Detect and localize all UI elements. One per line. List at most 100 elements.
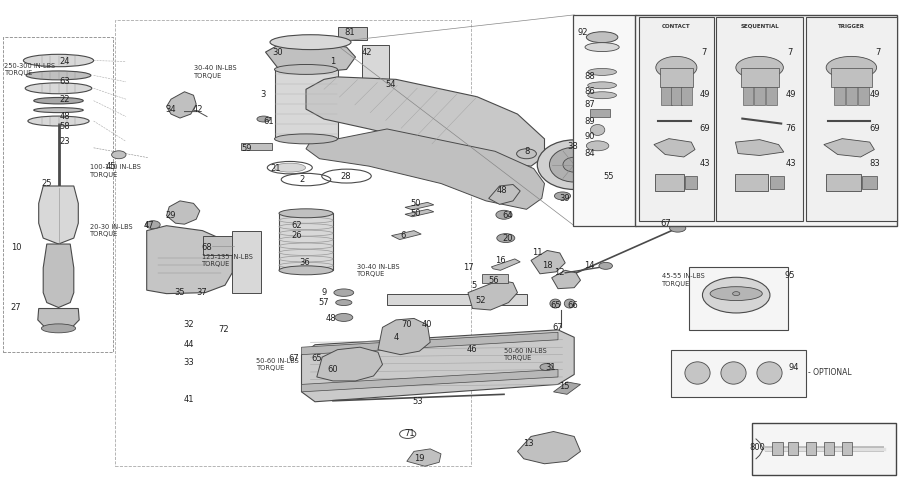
Text: 250-300 IN-LBS
TORQUE: 250-300 IN-LBS TORQUE [4,62,56,76]
Polygon shape [405,202,434,210]
Text: 25: 25 [41,179,52,188]
Polygon shape [392,231,421,240]
Ellipse shape [334,289,354,297]
Text: 72: 72 [218,325,229,334]
Ellipse shape [588,68,617,75]
Text: 34: 34 [166,105,176,114]
Text: 70: 70 [401,320,412,329]
Ellipse shape [23,54,94,66]
Ellipse shape [588,82,617,89]
Text: 10: 10 [11,244,22,252]
FancyBboxPatch shape [752,423,896,475]
Ellipse shape [710,287,762,301]
Text: 2: 2 [300,175,305,184]
Text: 94: 94 [788,363,799,372]
Text: 21: 21 [270,164,281,173]
Polygon shape [302,330,574,402]
FancyBboxPatch shape [573,15,636,226]
Text: 52: 52 [475,296,486,305]
Polygon shape [166,92,196,118]
Ellipse shape [563,157,586,172]
Ellipse shape [826,57,877,79]
FancyBboxPatch shape [688,267,788,330]
FancyBboxPatch shape [279,213,333,270]
Text: 22: 22 [59,95,70,104]
Text: 6: 6 [400,231,406,240]
Polygon shape [39,186,78,244]
Text: 48: 48 [326,314,337,323]
Ellipse shape [26,71,91,80]
FancyBboxPatch shape [274,69,338,139]
Ellipse shape [28,116,89,126]
Text: 13: 13 [523,439,534,448]
Polygon shape [302,370,558,392]
FancyBboxPatch shape [788,442,798,455]
Text: 33: 33 [184,358,194,367]
Text: 88: 88 [584,72,595,81]
Text: 39: 39 [559,194,570,203]
Ellipse shape [274,163,306,172]
Text: 64: 64 [502,211,513,220]
Ellipse shape [585,43,619,52]
Text: 20-30 IN-LBS
TORQUE: 20-30 IN-LBS TORQUE [90,224,132,238]
Text: 76: 76 [786,124,796,133]
Polygon shape [574,146,662,183]
Text: 27: 27 [11,303,22,312]
Ellipse shape [721,362,746,384]
Text: 8: 8 [525,147,530,156]
Ellipse shape [550,299,561,308]
Ellipse shape [41,324,76,333]
FancyBboxPatch shape [639,17,714,221]
Text: 83: 83 [869,159,880,168]
Text: 71: 71 [404,430,415,438]
Polygon shape [405,209,434,217]
Text: 45-55 IN-LBS
TORQUE: 45-55 IN-LBS TORQUE [662,273,704,287]
Polygon shape [491,259,520,270]
FancyBboxPatch shape [661,87,671,105]
Polygon shape [266,42,356,72]
Text: 4: 4 [393,333,399,342]
Polygon shape [468,280,518,310]
Polygon shape [317,347,382,381]
Text: 69: 69 [699,124,710,133]
Text: 50: 50 [410,209,421,218]
Polygon shape [554,382,580,394]
Polygon shape [552,270,581,289]
Text: 16: 16 [495,256,506,265]
Text: 30: 30 [272,48,283,57]
FancyBboxPatch shape [846,87,857,105]
Polygon shape [166,201,200,224]
FancyBboxPatch shape [590,109,610,117]
Polygon shape [407,449,441,466]
Ellipse shape [554,192,571,200]
Text: SEQUENTIAL: SEQUENTIAL [740,24,779,29]
Polygon shape [518,432,580,464]
Ellipse shape [279,266,333,275]
Ellipse shape [517,149,536,159]
Text: 31: 31 [545,363,556,372]
Text: 125-135 IN-LBS
TORQUE: 125-135 IN-LBS TORQUE [202,253,253,267]
Text: 87: 87 [584,100,595,109]
Text: 37: 37 [196,288,207,297]
Text: 42: 42 [362,48,373,57]
FancyBboxPatch shape [232,231,261,293]
Ellipse shape [685,362,710,384]
Text: TRIGGER: TRIGGER [838,24,865,29]
Text: 800: 800 [750,443,766,452]
Polygon shape [531,250,565,274]
Text: 57: 57 [319,298,329,307]
Text: 84: 84 [584,149,595,158]
Text: 7: 7 [701,48,706,57]
Text: 45: 45 [105,162,116,171]
Text: CONTACT: CONTACT [662,24,690,29]
Text: 58: 58 [59,122,70,131]
FancyBboxPatch shape [766,87,777,105]
Ellipse shape [590,124,605,135]
Text: 55: 55 [603,172,614,181]
Text: 66: 66 [567,301,578,310]
Text: 41: 41 [184,395,194,404]
Ellipse shape [587,32,617,43]
Text: 40: 40 [421,320,432,329]
Text: 65: 65 [311,354,322,363]
FancyBboxPatch shape [735,174,769,191]
